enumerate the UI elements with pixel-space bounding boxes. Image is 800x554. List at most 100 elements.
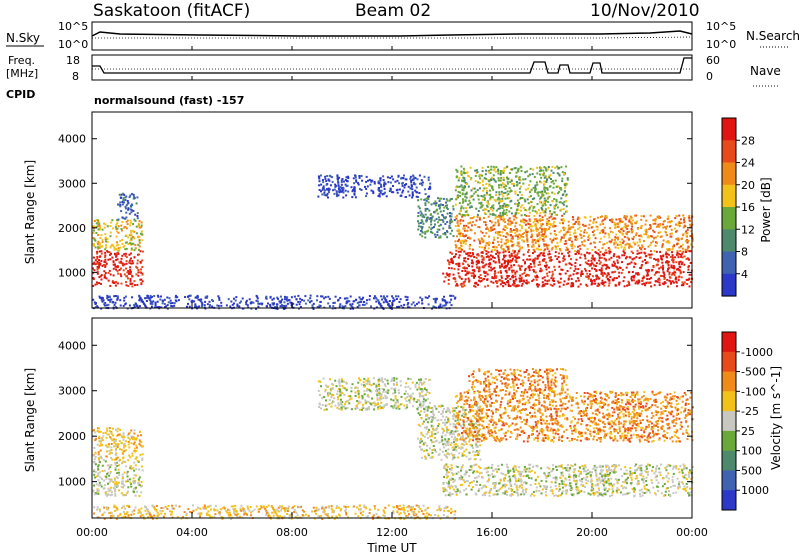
power-cell [275, 303, 278, 306]
velocity-cell [122, 434, 125, 437]
power-cell [129, 270, 132, 273]
power-cell [594, 251, 597, 253]
power-cell [134, 284, 136, 287]
power-cell [467, 263, 470, 266]
power-cell [649, 227, 651, 230]
power-cell [107, 296, 109, 299]
power-cell [336, 175, 339, 178]
power-cell [330, 184, 332, 187]
power-cell [489, 168, 492, 171]
power-cell [495, 191, 498, 194]
power-cell [450, 304, 453, 307]
velocity-cell [387, 504, 390, 507]
power-cell [545, 176, 548, 179]
velocity-cell [345, 511, 348, 514]
power-cell [486, 201, 489, 204]
power-cell [510, 254, 513, 257]
power-cell [608, 252, 611, 255]
power-cell [581, 273, 584, 276]
power-cell [604, 249, 607, 252]
power-cell [493, 224, 496, 226]
power-cell [121, 229, 123, 232]
power-cell [445, 216, 447, 219]
power-cell [476, 266, 479, 269]
power-cell [377, 195, 380, 197]
power-cell [92, 298, 95, 301]
power-cell [458, 231, 461, 234]
power-cell [325, 194, 328, 197]
power-cell [674, 278, 677, 281]
power-cell [640, 248, 643, 251]
power-cell [473, 232, 476, 235]
power-cell [238, 306, 241, 309]
velocity-cell [93, 458, 96, 461]
power-cell [517, 168, 520, 171]
power-cell [485, 227, 488, 230]
power-cell [518, 178, 521, 181]
power-cell [469, 255, 472, 258]
power-cell [112, 301, 114, 304]
power-cell [477, 198, 480, 201]
velocity-cell [422, 504, 425, 507]
power-cell [407, 190, 410, 193]
power-cell [366, 299, 368, 302]
power-cell [124, 217, 127, 220]
power-cell [635, 256, 638, 259]
power-cell [502, 219, 505, 221]
power-cell [475, 256, 478, 259]
power-cell [99, 275, 102, 278]
power-cell [507, 233, 509, 236]
power-cell [640, 227, 643, 229]
power-cell [559, 187, 561, 190]
power-cell [225, 304, 228, 307]
velocity-cell [133, 461, 136, 464]
power-cell [188, 305, 191, 308]
power-cell [136, 217, 139, 220]
power-cell [538, 260, 541, 263]
power-cell [478, 216, 481, 219]
velocity-cell [347, 399, 350, 402]
velocity-cell [267, 504, 270, 507]
power-cell [117, 252, 120, 255]
power-cell [518, 201, 521, 204]
power-cell [628, 245, 631, 248]
power-cell [612, 278, 615, 281]
power-cell [464, 195, 467, 198]
power-cell [322, 181, 325, 184]
power-cell [665, 251, 668, 254]
power-cell [556, 258, 559, 260]
power-cell [615, 233, 618, 236]
power-cell [111, 227, 114, 230]
power-cell [156, 300, 159, 303]
power-cell [543, 183, 546, 186]
power-cell [134, 213, 137, 216]
power-cell [588, 270, 591, 272]
power-cell [583, 244, 586, 247]
velocity-cell [94, 463, 97, 466]
velocity-cell [277, 515, 280, 518]
power-cell [434, 200, 437, 203]
power-cell [452, 205, 455, 208]
power-cell [326, 175, 329, 177]
velocity-cell [144, 506, 147, 509]
power-cell [461, 189, 464, 191]
power-cell [639, 240, 642, 243]
nave-tick-top: 60 [706, 54, 720, 67]
power-cell [661, 246, 664, 249]
power-cell [533, 248, 536, 251]
power-cell [453, 219, 456, 221]
power-cell [630, 228, 633, 230]
power-cell [480, 230, 482, 233]
power-cell [499, 279, 502, 282]
power-cell [506, 260, 508, 263]
power-cell [332, 189, 335, 192]
power-cell [657, 259, 660, 262]
power-cell [358, 175, 361, 177]
power-cell [514, 167, 517, 170]
power-cell [579, 256, 582, 259]
power-cell [558, 190, 561, 193]
power-cell [570, 285, 573, 288]
velocity-cell [136, 490, 139, 493]
power-cell [446, 259, 449, 262]
nsky-trace [91, 30, 693, 37]
